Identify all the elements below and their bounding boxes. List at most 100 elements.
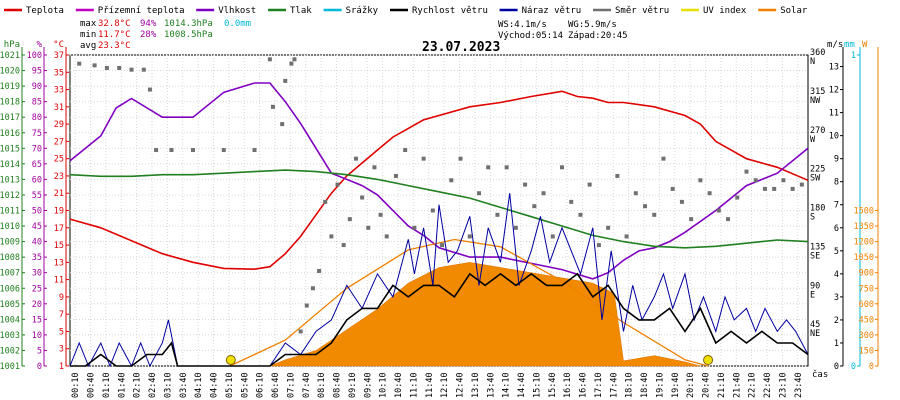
wind-direction-point [360,195,365,200]
wind-direction-point [615,173,620,178]
direction-name-label: N [810,57,815,67]
left-axis-tick-label: 1016 [0,129,20,139]
direction-degree-label: 90 [810,281,820,291]
x-tick-label: 21:40 [732,372,742,398]
stat-min-pres: 1008.5hPa [164,30,213,40]
right-axis-tick-label: 2 [834,316,839,326]
right-axis-tick-label: 900 [859,269,874,279]
sunset-marker [703,355,714,365]
left-axis-tick-label: 65 [32,160,42,170]
wind-direction-point [698,178,703,183]
wind-direction-point [104,65,109,70]
left-axis-tick-label: 1009 [0,238,20,248]
wind-direction-point [341,243,346,248]
wind-direction-point [412,225,417,230]
x-tick-label: 04:40 [210,372,220,398]
right-axis-tick-label: 9 [834,155,839,165]
direction-degree-label: 135 [810,242,825,252]
right-axis-tick-label: 450 [859,315,874,325]
x-tick-label: 22:40 [763,372,773,398]
wind-direction-point [347,217,352,222]
x-tick-label: 01:10 [102,372,112,398]
x-tick-label: 17:40 [609,372,619,398]
left-axis-tick-label: 35 [54,68,64,78]
left-axis-tick-label: 0 [37,362,42,372]
wind-wg: WG:5.9m/s [568,20,617,30]
direction-degree-label: 180 [810,204,825,214]
wind-direction-point [270,104,275,109]
left-axis-tick-label: 1017 [0,113,20,123]
left-axis-tick-label: 1004 [0,315,20,325]
wind-direction-point [753,178,758,183]
wind-direction-point [92,63,97,68]
x-tick-label: 14:10 [502,372,512,398]
right-axis-tick-label: 11 [829,109,839,119]
chart-title: 23.07.2023 [422,40,500,55]
x-tick-label: 07:40 [302,372,312,398]
wind-direction-point [384,234,389,239]
wind-direction-point [317,268,322,273]
wind-direction-point [661,156,666,161]
stat-avg-temp: 23.3°C [98,41,131,51]
wind-direction-point [141,67,146,72]
legend-label: Tlak [290,6,312,16]
wind-direction-point [624,234,629,239]
left-axis-tick-label: 1019 [0,82,20,92]
direction-degree-label: 315 [810,87,825,97]
wind-direction-point [283,78,288,83]
direction-name-label: NE [810,329,820,339]
wind-direction-point [569,199,574,204]
left-axis-tick-label: 40 [32,238,42,248]
right-axis-tick-label: 300 [859,331,874,341]
wind-direction-point [578,212,583,217]
wind-direction-point [169,148,174,153]
left-axis-tick-label: 29 [54,120,64,130]
sunrise-time: Východ:05:14 [498,31,563,41]
wind-direction-point [267,57,272,62]
right-axis-tick-label: 750 [859,284,874,294]
left-axis-unit: % [37,40,43,50]
x-tick-label: 09:10 [348,372,358,398]
series-rychlost-vetru [70,272,809,367]
wind-direction-point [716,208,721,213]
left-axis-tick-label: 90 [32,82,42,92]
left-axis-tick-label: 1021 [0,51,20,61]
wind-direction-point [550,234,555,239]
x-tick-label: 09:40 [363,372,373,398]
right-axis-tick-label: 0 [851,362,856,372]
right-axis-tick-label: 12 [829,86,839,96]
left-axis-tick-label: 60 [32,175,42,185]
right-axis-tick-label: 8 [834,178,839,188]
left-axis-tick-label: 7 [59,310,64,320]
x-tick-label: 00:40 [87,372,97,398]
x-tick-label: 13:40 [486,372,496,398]
right-axis-tick-label: 1050 [854,253,874,263]
x-tick-label: 17:10 [594,372,604,398]
left-axis-tick-label: 25 [32,284,42,294]
x-tick-label: 16:10 [563,372,573,398]
left-axis-tick-label: 80 [32,113,42,123]
wind-direction-point [77,61,82,66]
wind-direction-point [440,243,445,248]
x-tick-label: 13:10 [471,372,481,398]
x-tick-label: 00:10 [71,372,81,398]
wind-direction-point [523,182,528,187]
right-axis-tick-label: 150 [859,346,874,356]
left-axis-tick-label: 31 [54,103,64,113]
x-tick-label: 22:10 [748,372,758,398]
x-tick-label: 08:10 [317,372,327,398]
right-axis-tick-label: 1500 [854,207,874,217]
wind-direction-point [735,195,740,200]
left-axis-tick-label: 1013 [0,175,20,185]
wind-direction-point [560,165,564,170]
wind-direction-point [476,191,481,196]
wind-direction-point [353,156,358,161]
left-axis-tick-label: 1011 [0,207,20,217]
left-axis-tick-label: 1020 [0,67,20,77]
wind-direction-point [458,156,463,161]
left-axis-tick-label: 1002 [0,346,20,356]
series-solar-theoretical- [229,238,709,367]
legend-label: Rychlost větru [412,6,488,16]
left-axis-tick-label: 1006 [0,284,20,294]
x-tick-label: 06:10 [256,372,266,398]
